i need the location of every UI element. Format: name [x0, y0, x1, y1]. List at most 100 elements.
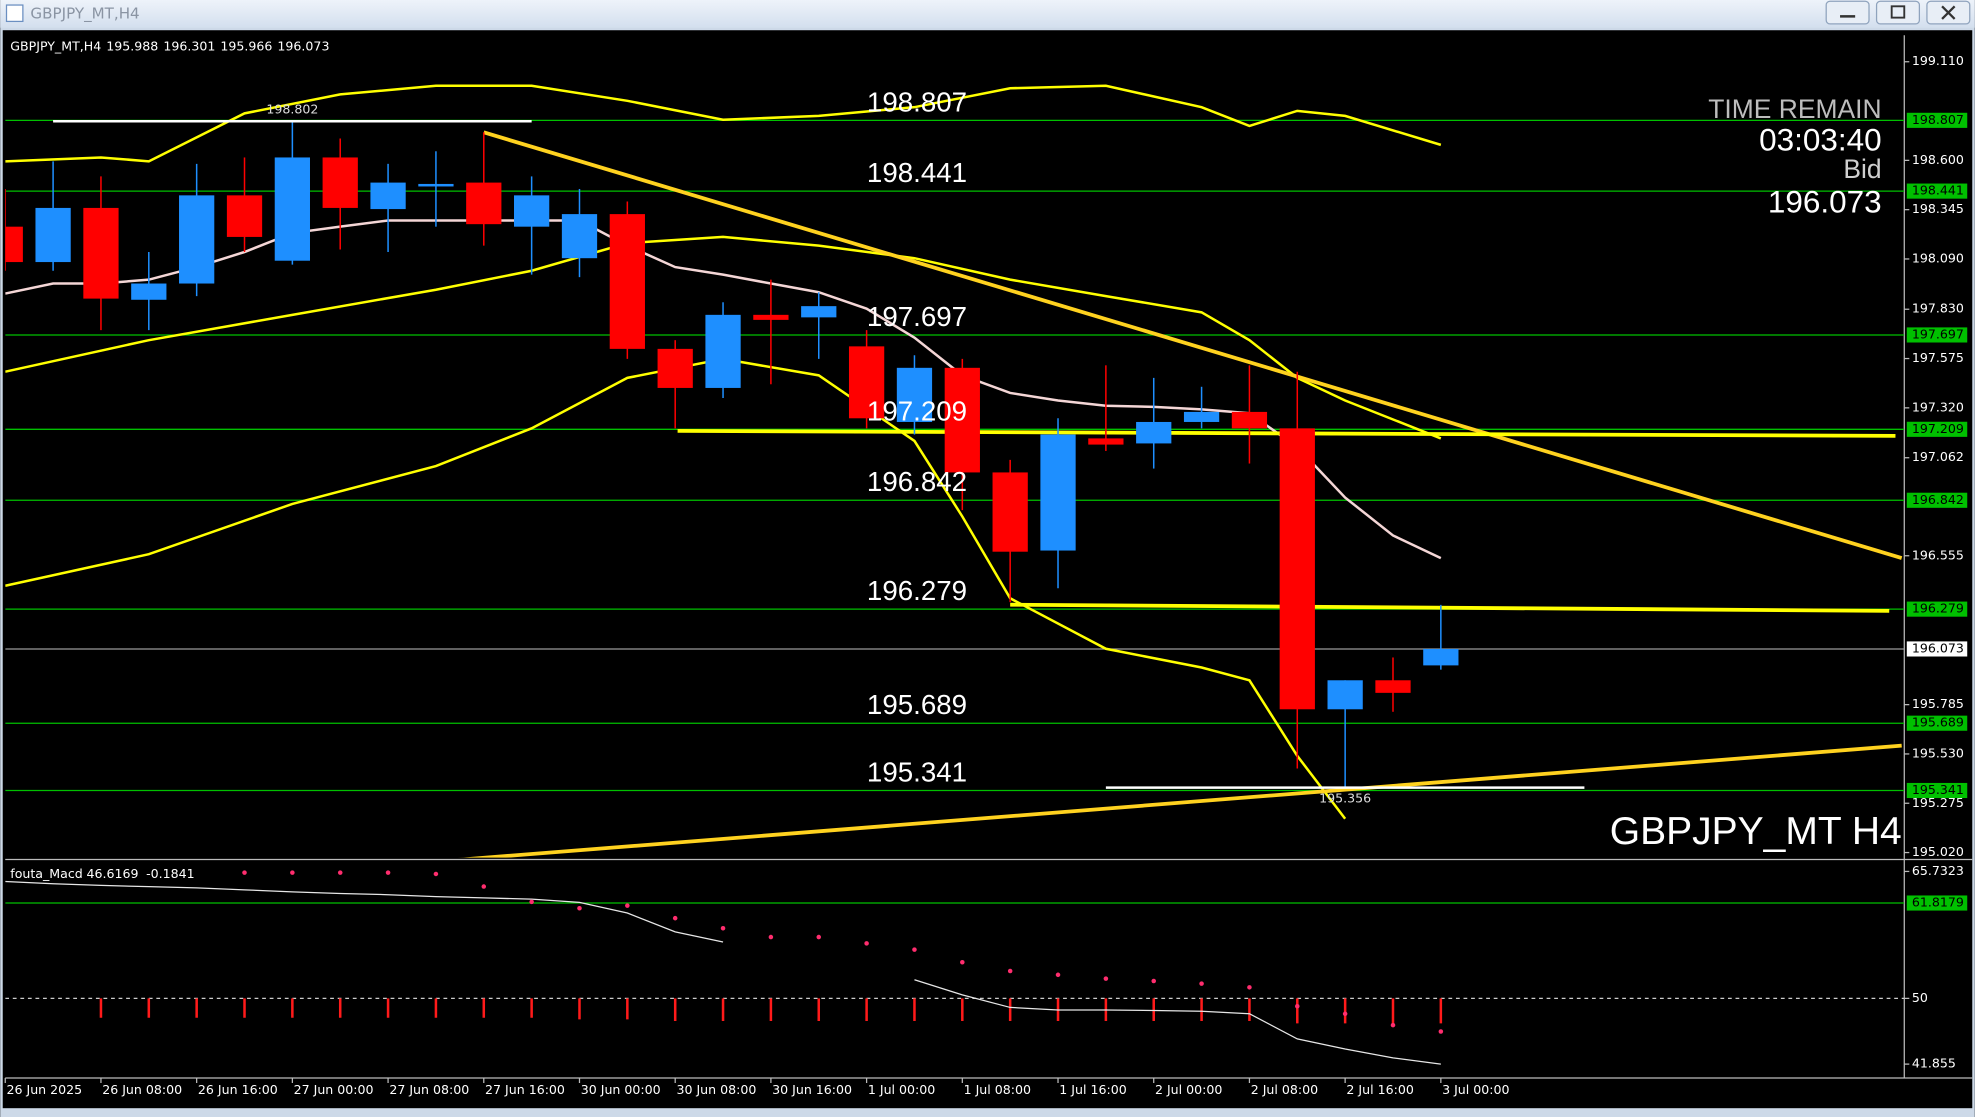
indicator-dot: [1007, 968, 1013, 974]
indicator-plot: [5, 870, 1905, 1065]
candle-body: [274, 157, 310, 261]
candle-body: [992, 472, 1028, 552]
candle-body: [1088, 438, 1124, 445]
candle-body: [370, 182, 406, 210]
indicator-dot: [1438, 1029, 1444, 1034]
x-tick-label: 1 Jul 16:00: [1059, 1082, 1126, 1097]
max-marker-label: 198.802: [266, 101, 318, 116]
candle-body: [896, 367, 933, 422]
price-plot: [5, 84, 1905, 858]
x-tick-label: 30 Jun 08:00: [676, 1082, 756, 1097]
x-tick-label: 3 Jul 00:00: [1442, 1082, 1509, 1097]
last-high: 196.301: [163, 38, 215, 53]
candle-body: [226, 195, 263, 237]
candle-body: [848, 346, 885, 419]
axes: 199.110 198.600 198.345 198.090 197.830 197.5…: [4, 53, 1968, 1097]
y-tick-label: 197.062: [1912, 449, 1964, 464]
window-controls: [1825, 0, 1971, 25]
level-label: 196.842: [867, 466, 967, 497]
indicator-dot: [1295, 1003, 1300, 1009]
min-marker-label: 195.356: [1319, 790, 1371, 805]
time-remain-value: 03:03:40: [1759, 123, 1882, 158]
minimize-button[interactable]: [1825, 0, 1870, 25]
candle-body: [1040, 434, 1076, 551]
candle-body: [1183, 411, 1220, 422]
level-label: 195.689: [867, 689, 967, 720]
indicator-dot: [1151, 978, 1156, 984]
indicator-dot: [864, 941, 869, 946]
level-axis-label: 195.689: [1912, 715, 1964, 730]
indicator-reading: -0.1841: [146, 865, 195, 880]
indicator-dot: [385, 870, 391, 875]
indicator-dot: [290, 870, 295, 875]
time-remain-title: TIME REMAIN: [1708, 94, 1881, 124]
candle-body: [1279, 428, 1315, 710]
candle-body: [322, 157, 358, 208]
level-axis-label: 197.209: [1912, 421, 1964, 436]
y-tick-label: 195.530: [1912, 745, 1964, 760]
candle-body: [944, 367, 980, 473]
indicator-dot: [337, 870, 343, 875]
x-tick-label: 1 Jul 08:00: [964, 1082, 1031, 1097]
restore-button[interactable]: [1875, 0, 1921, 25]
symbol-watermark: GBPJPY_MT H4: [1610, 810, 1902, 853]
candle-body: [1136, 421, 1172, 444]
candle-body: [131, 283, 167, 300]
symbol: GBPJPY_MT,H4: [10, 38, 101, 53]
trend-line: [462, 743, 1902, 858]
x-tick-label: 30 Jun 16:00: [772, 1082, 852, 1097]
candle-body: [1375, 680, 1411, 693]
y-tick-label: 197.575: [1912, 350, 1964, 365]
y-tick-label: 198.600: [1912, 152, 1964, 167]
indicator-level-marker: [1906, 895, 1968, 911]
level-label: 195.341: [867, 756, 967, 787]
y2-tick-label: 41.855: [1912, 1056, 1956, 1071]
window-icon: [5, 4, 24, 23]
level-axis-label: 196.842: [1912, 492, 1964, 507]
y-tick-label: 197.320: [1912, 399, 1964, 414]
indicator-name: fouta_Macd: [10, 865, 82, 880]
y-tick-label: 198.090: [1912, 250, 1964, 265]
bid-marker: [1906, 641, 1968, 657]
x-tick-label: 1 Jul 00:00: [868, 1082, 935, 1097]
x-tick-label: 26 Jun 2025: [7, 1082, 83, 1097]
candle-body: [514, 195, 550, 227]
last-close: 196.073: [277, 38, 329, 53]
window-title: GBPJPY_MT,H4: [30, 4, 139, 23]
indicator-band: [5, 235, 1442, 440]
indicator-dot: [912, 947, 917, 952]
x-tick-label: 27 Jun 00:00: [294, 1082, 374, 1097]
y2-tick-label: 50: [1912, 990, 1928, 1005]
indicator-dot: [433, 871, 439, 877]
indicator-dot: [1247, 985, 1252, 990]
level-marker: [1906, 601, 1968, 617]
candle-body: [35, 207, 71, 263]
candle-body: [1423, 648, 1459, 666]
indicator-dot: [672, 915, 678, 921]
indicator-dot: [1055, 972, 1061, 978]
bid-axis-label: 196.073: [1912, 640, 1964, 655]
indicator-dot: [1199, 981, 1204, 986]
candle-body: [418, 183, 454, 187]
x-tick-label: 2 Jul 16:00: [1346, 1082, 1413, 1097]
level-marker: [1906, 782, 1968, 799]
level-axis-label: 196.279: [1912, 601, 1964, 616]
candle-body: [561, 214, 598, 259]
indicator-dot: [1103, 976, 1109, 981]
indicator-dot: [242, 870, 247, 875]
candle-body: [657, 348, 693, 388]
indicator-dot: [577, 905, 582, 911]
level-label: 198.807: [867, 86, 967, 117]
y-tick-label: 195.020: [1912, 844, 1964, 859]
y-tick-label: 195.275: [1912, 795, 1964, 810]
indicator-dot: [960, 959, 965, 965]
level-axis-label: 197.697: [1912, 326, 1964, 341]
candle-body: [466, 182, 502, 225]
indicator-dot: [1342, 1011, 1348, 1017]
y-tick-label: 196.555: [1912, 547, 1964, 562]
x-tick-label: 26 Jun 08:00: [102, 1082, 182, 1097]
level-marker: [1906, 421, 1968, 437]
level-marker: [1906, 715, 1968, 731]
